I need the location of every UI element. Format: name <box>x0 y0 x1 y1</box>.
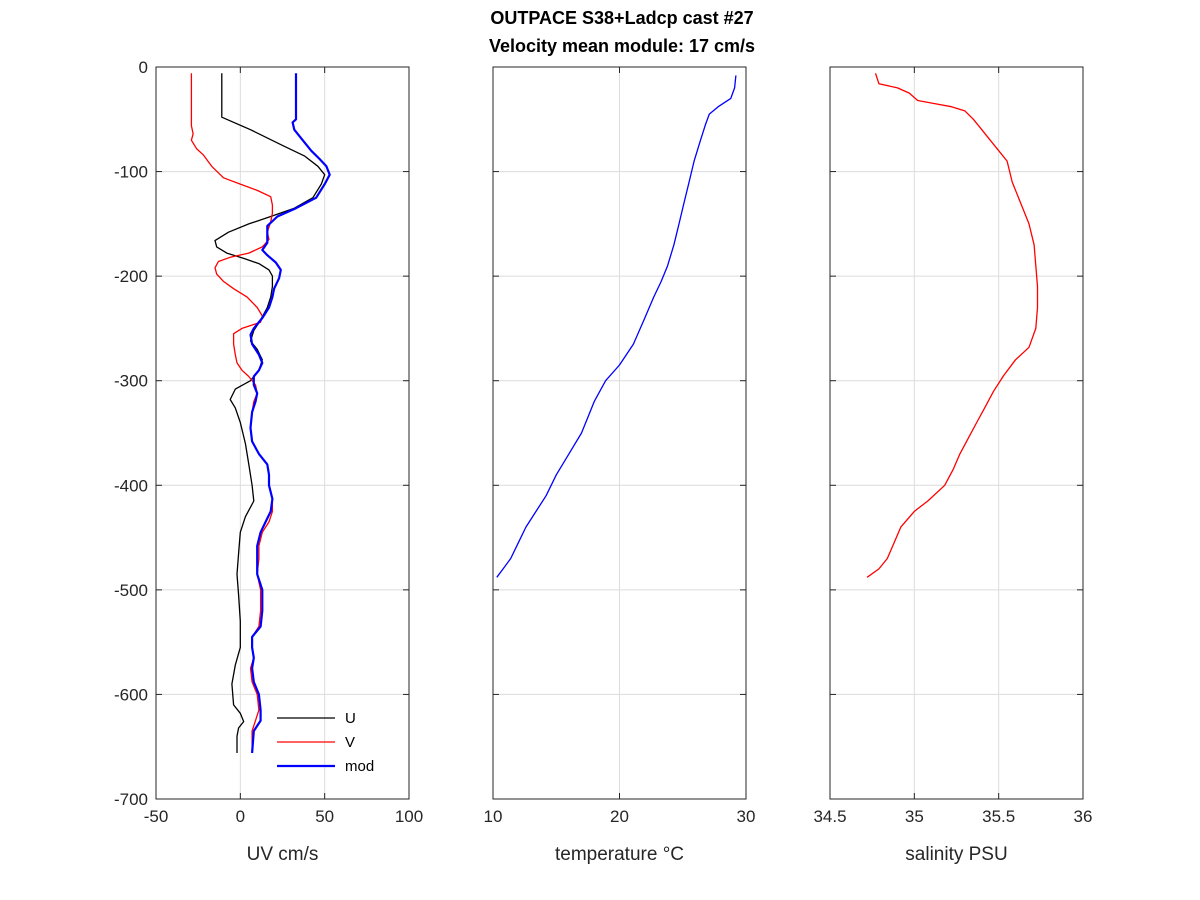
plot-area-uv <box>156 67 409 799</box>
y-tick-label: 0 <box>139 58 148 77</box>
x-tick-label: 0 <box>236 807 245 826</box>
series-line-uv-V <box>190 73 274 753</box>
panels: -50 0 50 1000-100-200-300-400-500-600-700UV… <box>114 58 1092 865</box>
series-line-temperature <box>496 75 737 578</box>
y-tick-label: -100 <box>114 163 148 182</box>
chart-title-line-2: Velocity mean module: 17 cm/s <box>489 36 755 56</box>
series-line-uv-mod <box>249 73 331 754</box>
legend-label-V: V <box>345 734 355 751</box>
x-tick-label: 10 <box>484 807 503 826</box>
x-axis-label: salinity PSU <box>905 844 1007 865</box>
axes-frame-uv <box>155 66 410 800</box>
axes-frame-salinity <box>829 66 1084 800</box>
legend-label-mod: mod <box>345 758 374 775</box>
plot-area-salinity <box>830 67 1083 799</box>
x-tick-label: 34.5 <box>813 807 846 826</box>
y-tick-label: -700 <box>114 790 148 809</box>
x-axis-label: temperature °C <box>555 844 684 865</box>
y-tick-label: -500 <box>114 581 148 600</box>
panel-uv: -50 0 50 1000-100-200-300-400-500-600-700UV… <box>114 58 423 865</box>
x-tick-label: 20 <box>610 807 629 826</box>
panel-temperature: 10 20 30 temperature °C <box>484 66 756 865</box>
legend-label-U: U <box>345 710 356 727</box>
y-tick-label: -300 <box>114 372 148 391</box>
y-tick-label: -400 <box>114 476 148 495</box>
panel-salinity: 34.5 35 35.5 36 salinity PSU <box>813 66 1093 865</box>
chart-title-line-1: OUTPACE S38+Ladcp cast #27 <box>490 8 753 28</box>
x-tick-label: 36 <box>1074 807 1093 826</box>
series-line-salinity <box>866 73 1039 578</box>
y-tick-label: -200 <box>114 267 148 286</box>
y-tick-label: -600 <box>114 685 148 704</box>
x-axis-label: UV cm/s <box>247 844 319 865</box>
x-tick-label: 100 <box>395 807 423 826</box>
x-tick-label: 30 <box>737 807 756 826</box>
x-tick-label: 50 <box>315 807 334 826</box>
x-tick-label: -50 <box>144 807 169 826</box>
x-tick-label: 35 <box>905 807 924 826</box>
x-tick-label: 35.5 <box>982 807 1015 826</box>
